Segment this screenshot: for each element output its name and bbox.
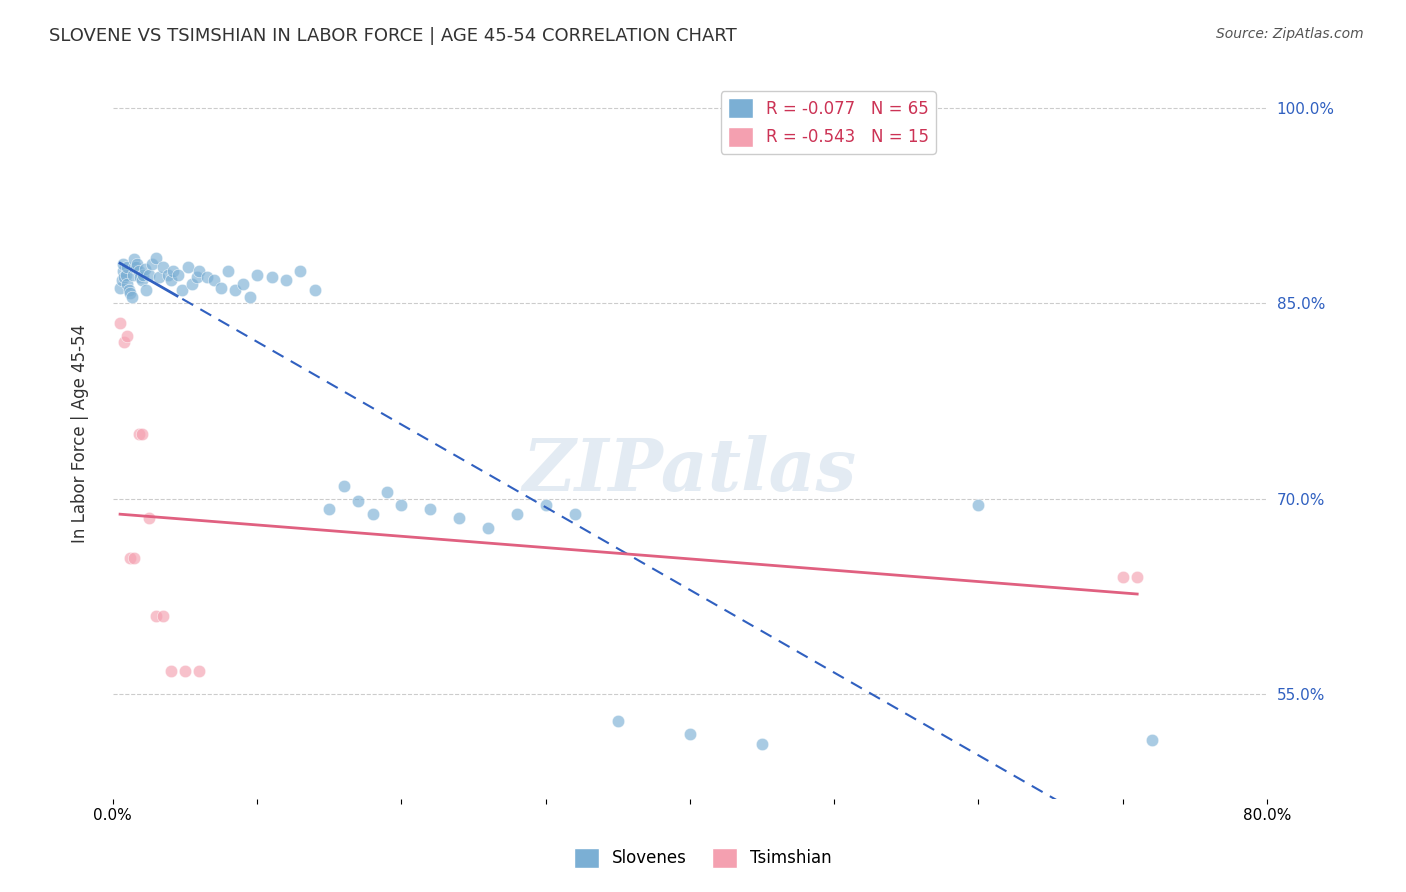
Point (121, 290, 143, 304)
Point (141, 257, 163, 271)
Point (332, 479, 354, 493)
Point (375, 485, 398, 500)
Point (361, 508, 384, 522)
Point (304, 283, 326, 297)
Point (534, 499, 557, 513)
Point (145, 251, 167, 265)
Point (217, 263, 239, 277)
Point (152, 609, 174, 624)
Point (128, 263, 150, 277)
Point (114, 268, 136, 282)
Point (156, 268, 179, 282)
Point (128, 426, 150, 441)
Point (112, 270, 135, 285)
Point (129, 270, 152, 285)
Point (111, 257, 134, 271)
Point (159, 664, 181, 678)
Point (138, 511, 160, 525)
Point (124, 550, 146, 565)
Text: Source: ZipAtlas.com: Source: ZipAtlas.com (1216, 27, 1364, 41)
Point (1140, 733, 1163, 747)
Point (174, 664, 197, 678)
Point (347, 494, 370, 508)
Point (152, 260, 174, 274)
Point (166, 268, 188, 282)
Point (110, 273, 132, 287)
Point (124, 260, 146, 274)
Point (751, 737, 773, 751)
Point (172, 283, 194, 297)
Point (135, 283, 157, 297)
Point (318, 502, 340, 516)
Point (389, 499, 412, 513)
Point (132, 268, 155, 282)
Point (127, 257, 149, 271)
Point (202, 273, 225, 287)
Point (224, 283, 246, 297)
Point (118, 283, 141, 297)
Point (112, 335, 135, 350)
Point (148, 270, 170, 285)
Point (188, 664, 211, 678)
Point (239, 290, 262, 304)
Y-axis label: In Labor Force | Age 45-54: In Labor Force | Age 45-54 (72, 324, 89, 543)
Point (120, 550, 142, 565)
Point (186, 270, 208, 285)
Point (117, 277, 139, 291)
Point (449, 511, 471, 525)
Point (290, 263, 312, 277)
Point (108, 280, 131, 294)
Point (1112, 570, 1135, 584)
Point (506, 508, 529, 522)
Point (188, 263, 211, 277)
Point (679, 726, 702, 740)
Legend: Slovenes, Tsimshian: Slovenes, Tsimshian (567, 841, 839, 875)
Point (967, 499, 990, 513)
Point (122, 268, 145, 282)
Point (209, 280, 232, 294)
Point (181, 277, 204, 291)
Point (232, 277, 254, 291)
Point (125, 260, 148, 274)
Point (108, 316, 131, 330)
Point (120, 285, 142, 300)
Text: ZIPatlas: ZIPatlas (523, 434, 858, 506)
Point (195, 270, 218, 285)
Point (134, 262, 156, 277)
Point (145, 609, 167, 624)
Point (564, 508, 586, 522)
Point (124, 252, 146, 266)
Point (477, 520, 499, 534)
Legend: R = -0.077   N = 65, R = -0.543   N = 15: R = -0.077 N = 65, R = -0.543 N = 15 (721, 92, 935, 153)
Point (419, 502, 441, 516)
Point (117, 260, 139, 274)
Point (111, 263, 134, 277)
Text: SLOVENE VS TSIMSHIAN IN LABOR FORCE | AGE 45-54 CORRELATION CHART: SLOVENE VS TSIMSHIAN IN LABOR FORCE | AG… (49, 27, 737, 45)
Point (117, 329, 139, 343)
Point (159, 273, 181, 287)
Point (162, 263, 184, 277)
Point (177, 260, 200, 274)
Point (606, 714, 628, 728)
Point (246, 268, 269, 282)
Point (1126, 570, 1149, 584)
Point (131, 426, 153, 441)
Point (138, 268, 160, 282)
Point (274, 273, 297, 287)
Point (260, 270, 283, 285)
Point (131, 273, 153, 287)
